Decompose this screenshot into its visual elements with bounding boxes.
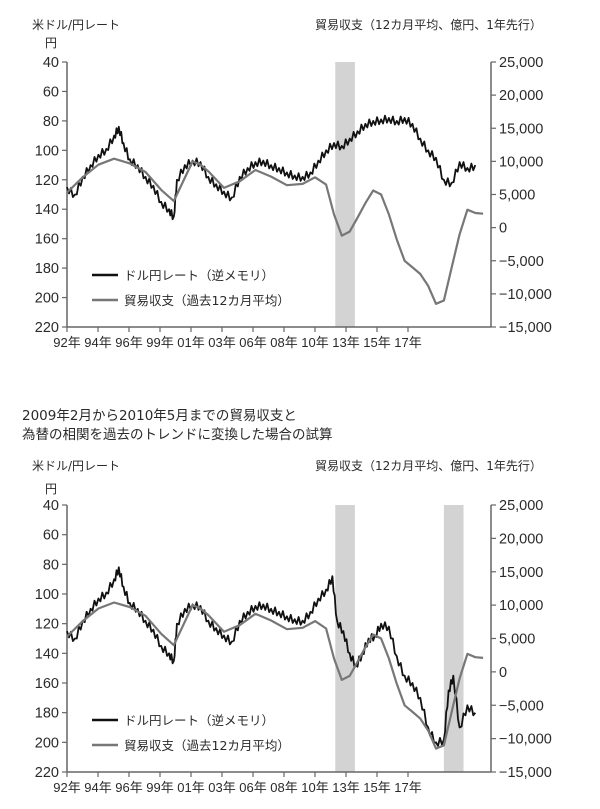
- x-tick-label: 17年: [394, 335, 421, 350]
- left-tick-label: 180: [35, 261, 59, 277]
- right-tick-label: 20,000: [499, 531, 543, 547]
- right-tick-label: −5,000: [499, 698, 544, 714]
- right-tick-label: 10,000: [499, 154, 543, 170]
- shaded-period: [443, 505, 464, 772]
- right-tick-label: 20,000: [499, 88, 543, 104]
- left-tick-label: 140: [35, 646, 59, 662]
- x-tick-label: 08年: [270, 780, 297, 795]
- x-tick-label: 99年: [146, 780, 173, 795]
- shaded-period: [335, 62, 355, 327]
- left-tick-label: 140: [35, 202, 59, 218]
- x-tick-label: 06年: [239, 335, 266, 350]
- right-tick-label: −10,000: [499, 287, 552, 303]
- legend-label-usdjpy: ドル円レート（逆メモリ）: [124, 713, 274, 728]
- x-tick-label: 96年: [115, 780, 142, 795]
- left-tick-label: 100: [35, 143, 59, 159]
- left-tick-label: 80: [43, 557, 59, 573]
- left-tick-label: 220: [35, 320, 59, 336]
- left-tick-label: 100: [35, 587, 59, 603]
- x-tick-label: 08年: [270, 335, 297, 350]
- left-tick-label: 180: [35, 706, 59, 722]
- right-tick-label: 15,000: [499, 565, 543, 581]
- left-tick-label: 60: [43, 528, 59, 544]
- legend-label-trade: 貿易収支（過去12カ月平均）: [124, 293, 290, 308]
- chart2-title-line1: 2009年2月から2010年5月までの貿易収支と: [22, 408, 297, 424]
- right-tick-label: 25,000: [499, 55, 543, 71]
- x-tick-label: 01年: [177, 335, 204, 350]
- left-tick-label: 80: [43, 114, 59, 130]
- chart1-right-axis-label: 貿易収支（12カ月平均、億円、1年先行）: [315, 18, 542, 32]
- right-tick-label: 5,000: [499, 632, 535, 648]
- x-tick-label: 15年: [363, 335, 390, 350]
- left-tick-label: 40: [43, 498, 59, 514]
- x-tick-label: 92年: [53, 335, 80, 350]
- right-tick-label: 5,000: [499, 188, 535, 204]
- legend-label-trade: 貿易収支（過去12カ月平均）: [124, 738, 290, 753]
- chart2-left-axis-unit: 円: [45, 482, 58, 496]
- left-tick-label: 160: [35, 232, 59, 248]
- left-tick-label: 160: [35, 676, 59, 692]
- x-tick-label: 10年: [301, 780, 328, 795]
- x-tick-label: 99年: [146, 335, 173, 350]
- right-tick-label: −10,000: [499, 732, 552, 748]
- trade-balance-line: [66, 157, 484, 305]
- usdjpy-line: [66, 114, 477, 221]
- chart1-left-axis-label: 米ドル/円レート: [32, 18, 121, 32]
- x-tick-label: 92年: [53, 780, 80, 795]
- right-tick-label: −15,000: [499, 320, 552, 336]
- x-tick-label: 94年: [84, 780, 111, 795]
- chart2-right-axis-label: 貿易収支（12カ月平均、億円、1年先行）: [315, 459, 542, 473]
- left-tick-label: 220: [35, 765, 59, 781]
- left-tick-label: 200: [35, 735, 59, 751]
- x-tick-label: 03年: [208, 335, 235, 350]
- x-tick-label: 01年: [177, 780, 204, 795]
- x-tick-label: 06年: [239, 780, 266, 795]
- x-tick-label: 10年: [301, 335, 328, 350]
- x-tick-label: 94年: [84, 335, 111, 350]
- right-tick-label: 0: [499, 221, 507, 237]
- right-tick-label: −5,000: [499, 254, 544, 270]
- legend-label-usdjpy: ドル円レート（逆メモリ）: [124, 268, 274, 283]
- right-tick-label: 15,000: [499, 121, 543, 137]
- chart1-left-axis-unit: 円: [45, 36, 58, 50]
- right-tick-label: −15,000: [499, 765, 552, 781]
- x-tick-label: 13年: [332, 335, 359, 350]
- right-tick-label: 25,000: [499, 498, 543, 514]
- x-tick-label: 96年: [115, 335, 142, 350]
- x-tick-label: 03年: [208, 780, 235, 795]
- trade-balance-line: [66, 601, 484, 750]
- left-tick-label: 120: [35, 173, 59, 189]
- chart2-left-axis-label: 米ドル/円レート: [32, 459, 121, 473]
- left-tick-label: 40: [43, 55, 59, 71]
- left-tick-label: 120: [35, 617, 59, 633]
- x-tick-label: 13年: [332, 780, 359, 795]
- chart1-plot: 40 60 80 100 120 140 160 180 200 220 25,000 20,000 1…: [35, 55, 552, 350]
- left-tick-label: 200: [35, 291, 59, 307]
- x-tick-label: 15年: [363, 780, 390, 795]
- usdjpy-line: [66, 566, 477, 747]
- right-tick-label: 0: [499, 665, 507, 681]
- right-tick-label: 10,000: [499, 598, 543, 614]
- x-tick-label: 17年: [394, 780, 421, 795]
- left-tick-label: 60: [43, 84, 59, 100]
- chart2-title-line2: 為替の相関を過去のトレンドに変換した場合の試算: [22, 427, 333, 443]
